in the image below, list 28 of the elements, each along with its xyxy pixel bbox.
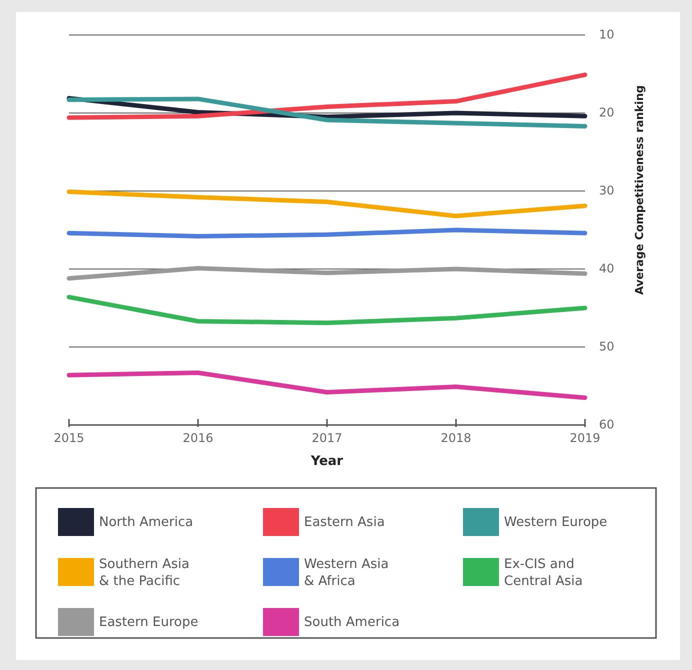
line-series [66, 294, 588, 326]
legend-label: Western Asia & Africa [304, 556, 389, 589]
legend-label: North America [99, 514, 194, 530]
y-tick-label: 10 [599, 27, 614, 42]
y-tick-label: 50 [599, 339, 614, 354]
line-series [66, 266, 588, 281]
legend-label: Eastern Europe [99, 614, 198, 630]
line-series [66, 190, 588, 218]
legend-label: Eastern Asia [304, 514, 385, 530]
line-series [66, 228, 588, 238]
legend-label: Western Europe [504, 514, 608, 530]
y-tick-label: 20 [599, 105, 614, 120]
y-tick-label: 40 [599, 261, 614, 276]
y-tick-label: 60 [599, 417, 614, 432]
legend-label: Southern Asia & the Pacific [99, 556, 190, 589]
y-axis-title: Average Competitiveness ranking [633, 85, 646, 295]
y-tick-label: 30 [599, 183, 614, 198]
line-series [66, 370, 588, 400]
x-tick-label: 2015 [54, 431, 84, 445]
legend-label: Ex-CIS and Central Asia [504, 556, 583, 589]
x-axis-title: Year [310, 454, 344, 469]
x-tick-label: 2019 [570, 431, 600, 445]
x-tick-label: 2018 [440, 431, 472, 445]
line-series [66, 72, 588, 120]
legend-label: South America [304, 614, 400, 630]
x-tick-label: 2016 [182, 431, 214, 445]
line-series [66, 96, 588, 129]
x-tick-label: 2017 [312, 431, 342, 445]
